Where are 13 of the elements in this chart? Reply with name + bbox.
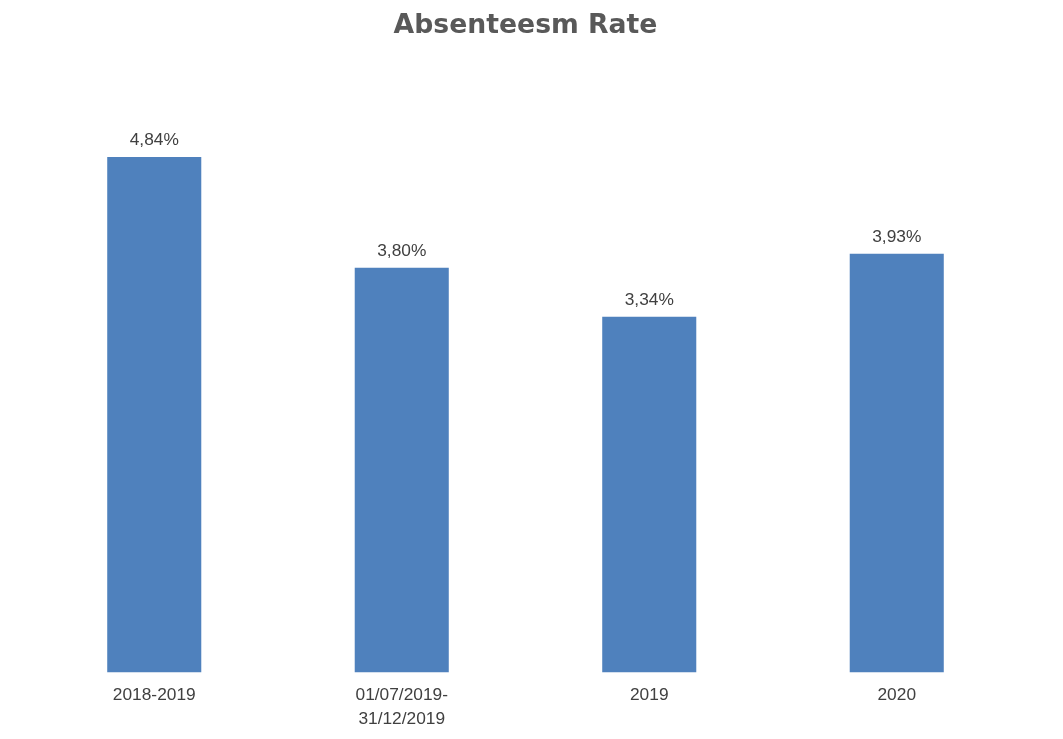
x-tick-label: 2020 xyxy=(877,683,917,704)
x-tick-label: 2019 xyxy=(629,683,669,704)
x-tick-label: 2018-2019 xyxy=(112,683,196,704)
data-label: 3,80% xyxy=(377,239,427,260)
data-label: 3,34% xyxy=(624,288,674,309)
bar xyxy=(849,253,944,673)
data-label: 4,84% xyxy=(129,128,179,149)
bar xyxy=(354,267,449,673)
data-label: 3,93% xyxy=(872,225,922,246)
bar xyxy=(602,316,697,673)
chart-title: Absenteesm Rate xyxy=(393,7,658,39)
bar xyxy=(107,156,202,673)
x-tick-label: 01/07/2019- 31/12/2019 xyxy=(355,683,448,728)
